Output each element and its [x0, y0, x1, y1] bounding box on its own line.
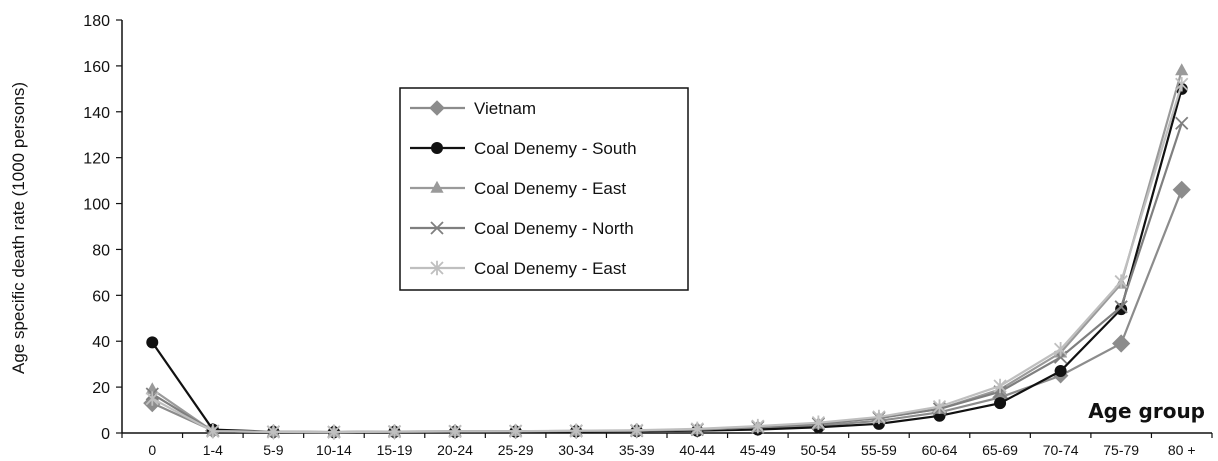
data-point: [569, 423, 583, 438]
legend-item: Vietnam: [410, 99, 536, 118]
legend-marker: [430, 260, 444, 276]
data-point: [206, 423, 220, 439]
x-tick-label: 30-34: [558, 442, 594, 458]
x-axis-label: Age group: [1088, 399, 1205, 423]
series-line: [151, 83, 1183, 434]
x-tick-label: 80 +: [1168, 442, 1196, 458]
x-tick-label: 45-49: [740, 442, 776, 458]
legend-item: Coal Denemy - East: [410, 259, 626, 278]
x-tick-label: 5-9: [263, 442, 283, 458]
data-point: [1054, 365, 1067, 378]
legend-label: Coal Denemy - North: [474, 219, 634, 238]
data-point: [387, 424, 402, 439]
x-tick-label: 75-79: [1103, 442, 1139, 458]
data-point: [327, 424, 341, 440]
legend-label: Vietnam: [474, 99, 536, 118]
x-tick-label: 10-14: [316, 442, 352, 458]
data-point: [1053, 342, 1068, 357]
series-group: [143, 63, 1191, 440]
legend-label: Coal Denemy - East: [474, 259, 626, 278]
legend-label: Coal Denemy - South: [474, 139, 637, 158]
x-tick-label: 25-29: [498, 442, 534, 458]
x-tick-label: 70-74: [1043, 442, 1079, 458]
x-tick-label: 35-39: [619, 442, 655, 458]
data-point: [1115, 303, 1128, 316]
data-point: [1114, 274, 1128, 289]
y-tick-label: 100: [83, 197, 110, 214]
data-point: [508, 423, 523, 439]
data-point: [811, 415, 826, 430]
y-tick-label: 140: [83, 105, 110, 122]
data-point: [448, 424, 462, 439]
y-axis-label: Age specific death rate (1000 persons): [9, 82, 28, 374]
data-point: [751, 418, 765, 434]
x-tick-label: 65-69: [982, 442, 1018, 458]
x-tick-label: 60-64: [922, 442, 958, 458]
legend-marker: [430, 221, 444, 235]
data-point: [1175, 77, 1189, 92]
y-tick-label: 20: [92, 380, 110, 397]
y-tick-label: 0: [101, 426, 110, 443]
y-tick-label: 160: [83, 59, 110, 76]
y-tick-label: 120: [83, 151, 110, 168]
data-point: [1175, 63, 1189, 76]
series-5: [145, 77, 1189, 440]
legend-item: Coal Denemy - East: [410, 179, 626, 198]
y-tick-labels: 0 20 40 60 80 100 120 140 160 180: [83, 13, 110, 443]
data-point: [1172, 180, 1191, 199]
x-tick-label: 15-19: [377, 442, 413, 458]
legend-item: Coal Denemy - North: [410, 219, 634, 238]
legend: Vietnam Coal Denemy - South Coal Denemy - …: [399, 87, 689, 291]
data-point: [630, 423, 644, 438]
legend-marker: [430, 180, 444, 193]
data-point: [1175, 116, 1189, 130]
x-tick-label: 50-54: [800, 442, 836, 458]
data-point: [1114, 300, 1128, 314]
data-point: [994, 397, 1007, 410]
data-point: [690, 421, 704, 437]
x-tick-label: 40-44: [679, 442, 715, 458]
x-tick-label: 55-59: [861, 442, 897, 458]
legend-item: Coal Denemy - South: [410, 139, 637, 158]
data-point: [993, 378, 1007, 394]
y-tick-label: 180: [83, 13, 110, 30]
legend-marker: [429, 100, 445, 116]
data-point: [266, 424, 281, 440]
y-tick-label: 60: [92, 288, 110, 305]
legend-marker: [431, 142, 443, 154]
data-point: [146, 336, 159, 349]
data-point: [145, 391, 159, 406]
data-point: [1112, 334, 1131, 353]
data-point: [932, 399, 947, 414]
x-tick-labels: 0 1-4 5-9 10-14 15-19 20-24 25-29 30-34 35-39 40-…: [148, 442, 1195, 458]
y-tick-label: 80: [92, 242, 110, 259]
x-tick-label: 0: [148, 442, 156, 458]
x-tick-label: 20-24: [437, 442, 473, 458]
legend-label: Coal Denemy - East: [474, 179, 626, 198]
x-tick-label: 1-4: [203, 442, 223, 458]
data-point: [872, 409, 886, 425]
y-tick-label: 40: [92, 334, 110, 351]
